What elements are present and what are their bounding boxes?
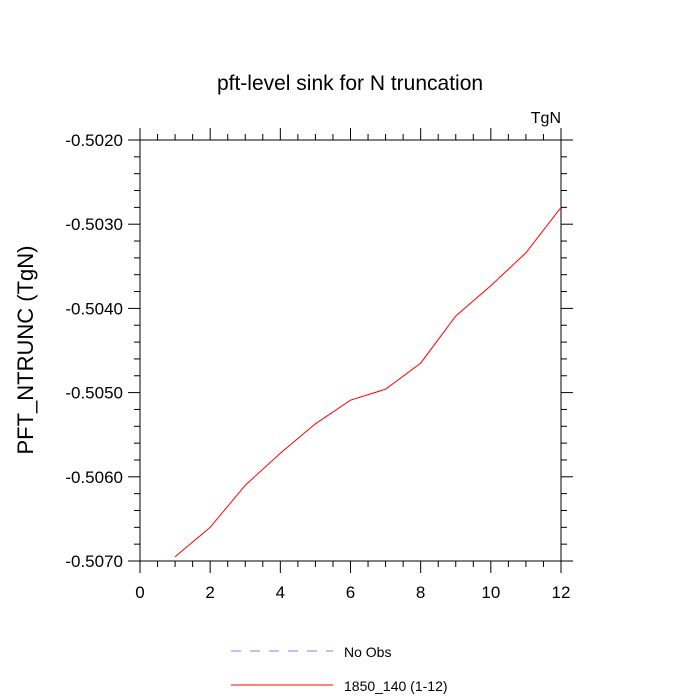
x-tick-label: 2 (205, 583, 214, 602)
y-tick-label: -0.5060 (65, 468, 123, 487)
x-tick-label: 10 (481, 583, 500, 602)
chart-title: pft-level sink for N truncation (217, 72, 483, 95)
x-tick-label: 0 (135, 583, 144, 602)
y-tick-label: -0.5070 (65, 552, 123, 571)
series-line-0 (174, 207, 562, 558)
y-tick-label: -0.5040 (65, 299, 123, 318)
units-label: TgN (531, 110, 561, 127)
y-tick-label: -0.5020 (65, 131, 123, 150)
y-tick-label: -0.5030 (65, 215, 123, 234)
y-tick-label: -0.5050 (65, 384, 123, 403)
x-tick-label: 12 (552, 583, 571, 602)
y-axis-label: PFT_NTRUNC (TgN) (13, 246, 38, 455)
axes: 0 2 4 6 8 10 12 -0.5020 -0.5030 -0.5040 -0.5050 -0.… (65, 128, 573, 602)
plot-frame (139, 139, 562, 562)
x-tick-label: 8 (416, 583, 425, 602)
series-layer (174, 207, 562, 558)
legend-label: 1850_140 (1-12) (344, 678, 448, 694)
x-tick-label: 6 (346, 583, 355, 602)
x-tick-label: 4 (276, 583, 285, 602)
legend-label: No Obs (344, 644, 391, 660)
legend: No Obs 1850_140 (1-12) (231, 644, 448, 694)
